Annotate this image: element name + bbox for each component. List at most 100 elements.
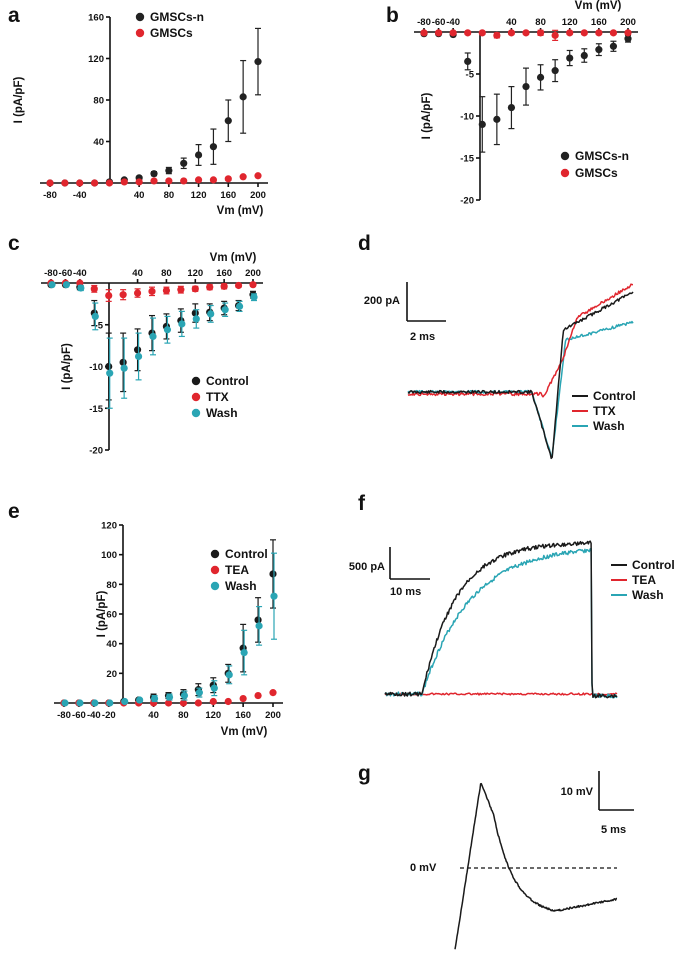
y-tick-label: 60 [106, 610, 117, 621]
data-point [105, 362, 113, 371]
legend-marker [210, 549, 220, 559]
data-point [595, 29, 603, 37]
data-point [609, 29, 618, 37]
legend-marker [560, 168, 570, 178]
data-point [420, 29, 428, 37]
y-tick-label: 20 [106, 669, 117, 680]
legend-marker [191, 408, 201, 418]
legend-label: GMSCs-n [150, 10, 204, 24]
x-tick-label: 40 [148, 710, 159, 721]
data-point [191, 285, 199, 293]
data-point [210, 684, 218, 692]
data-point [269, 689, 277, 697]
x-tick-label: 200 [245, 268, 261, 279]
panel-letter: g [358, 762, 371, 785]
legend-label: Control [632, 558, 675, 572]
data-point [76, 699, 84, 707]
x-tick-label: -60 [59, 268, 73, 279]
y-tick-label: -5 [95, 320, 104, 331]
data-point [119, 291, 127, 299]
data-point [249, 281, 257, 289]
legend-marker [191, 392, 201, 402]
data-point [254, 172, 262, 180]
series-gmscs [46, 172, 262, 187]
data-point [135, 178, 143, 186]
legend-label: Control [206, 374, 249, 388]
data-point [162, 286, 171, 295]
data-point [90, 285, 98, 293]
data-point [192, 315, 200, 323]
scalebar-x-label: 2 ms [410, 331, 435, 343]
x-tick-label: -40 [73, 268, 87, 279]
data-point [254, 691, 262, 700]
data-point [507, 29, 516, 37]
data-point [194, 176, 203, 184]
x-tick-label: -80 [43, 190, 57, 201]
data-point [163, 326, 172, 334]
series-wash [61, 552, 278, 707]
trace-wash [384, 547, 618, 699]
x-axis-label: Vm (mV) [575, 0, 622, 12]
y-tick-label: 40 [93, 137, 104, 148]
legend-marker [210, 581, 220, 591]
trace-tea [384, 692, 618, 696]
data-point [250, 293, 258, 301]
data-point [269, 570, 277, 578]
panel-b: b -80 -60 -40 40 80 120 160 200 -5 -10 -15 -20 Vm (mV… [386, 0, 638, 207]
data-point [206, 283, 214, 291]
y-tick-label: 160 [88, 13, 104, 24]
legend-marker [191, 376, 201, 386]
data-point [551, 31, 559, 39]
data-point [609, 42, 618, 50]
data-point [150, 177, 158, 185]
trace-control [384, 540, 618, 699]
data-point [254, 58, 262, 66]
data-point [90, 179, 99, 187]
legend-label: TTX [593, 404, 616, 418]
y-tick-label: -15 [460, 154, 474, 165]
data-point [148, 287, 156, 295]
legend-label: Wash [225, 579, 257, 593]
trace-action-potential [454, 782, 618, 950]
data-point [62, 281, 71, 289]
data-point [225, 671, 233, 679]
data-point [106, 699, 114, 707]
data-point [207, 310, 215, 318]
data-point [48, 281, 56, 289]
data-point [493, 31, 501, 39]
data-point [224, 117, 232, 125]
data-point [194, 699, 202, 707]
data-point [224, 175, 232, 183]
y-axis-label: I (pA/pF) [13, 77, 25, 124]
x-tick-label: -80 [417, 17, 431, 28]
data-point [76, 179, 84, 187]
data-point [209, 697, 217, 706]
data-point [177, 286, 185, 294]
y-tick-label: -5 [466, 70, 475, 81]
x-tick-label: -40 [87, 710, 101, 721]
y-tick-label: -20 [89, 446, 103, 457]
data-point [133, 346, 142, 354]
data-point [133, 289, 142, 297]
data-point [121, 697, 129, 706]
data-point [149, 332, 157, 341]
data-point [105, 179, 114, 187]
reference-label: 0 mV [410, 862, 437, 874]
x-axis-label: Vm (mV) [210, 252, 257, 264]
trace-ttx [407, 283, 633, 398]
panel-a: a -80 -40 40 80 120 160 200 40 80 120 160 Vm (mV) I (… [8, 4, 268, 217]
y-tick-label: 80 [106, 580, 117, 591]
data-point [240, 648, 248, 657]
data-point [106, 369, 114, 377]
x-tick-label: 120 [191, 190, 207, 201]
y-axis-label: I (pA/pF) [61, 343, 73, 390]
x-tick-label: 120 [187, 268, 203, 279]
data-point [235, 302, 244, 310]
x-tick-label: 200 [265, 710, 281, 721]
data-point [536, 29, 545, 37]
x-tick-label: 40 [506, 17, 517, 28]
data-point [551, 67, 559, 75]
legend-marker [560, 151, 570, 161]
scalebar-y-label: 10 mV [561, 786, 594, 798]
